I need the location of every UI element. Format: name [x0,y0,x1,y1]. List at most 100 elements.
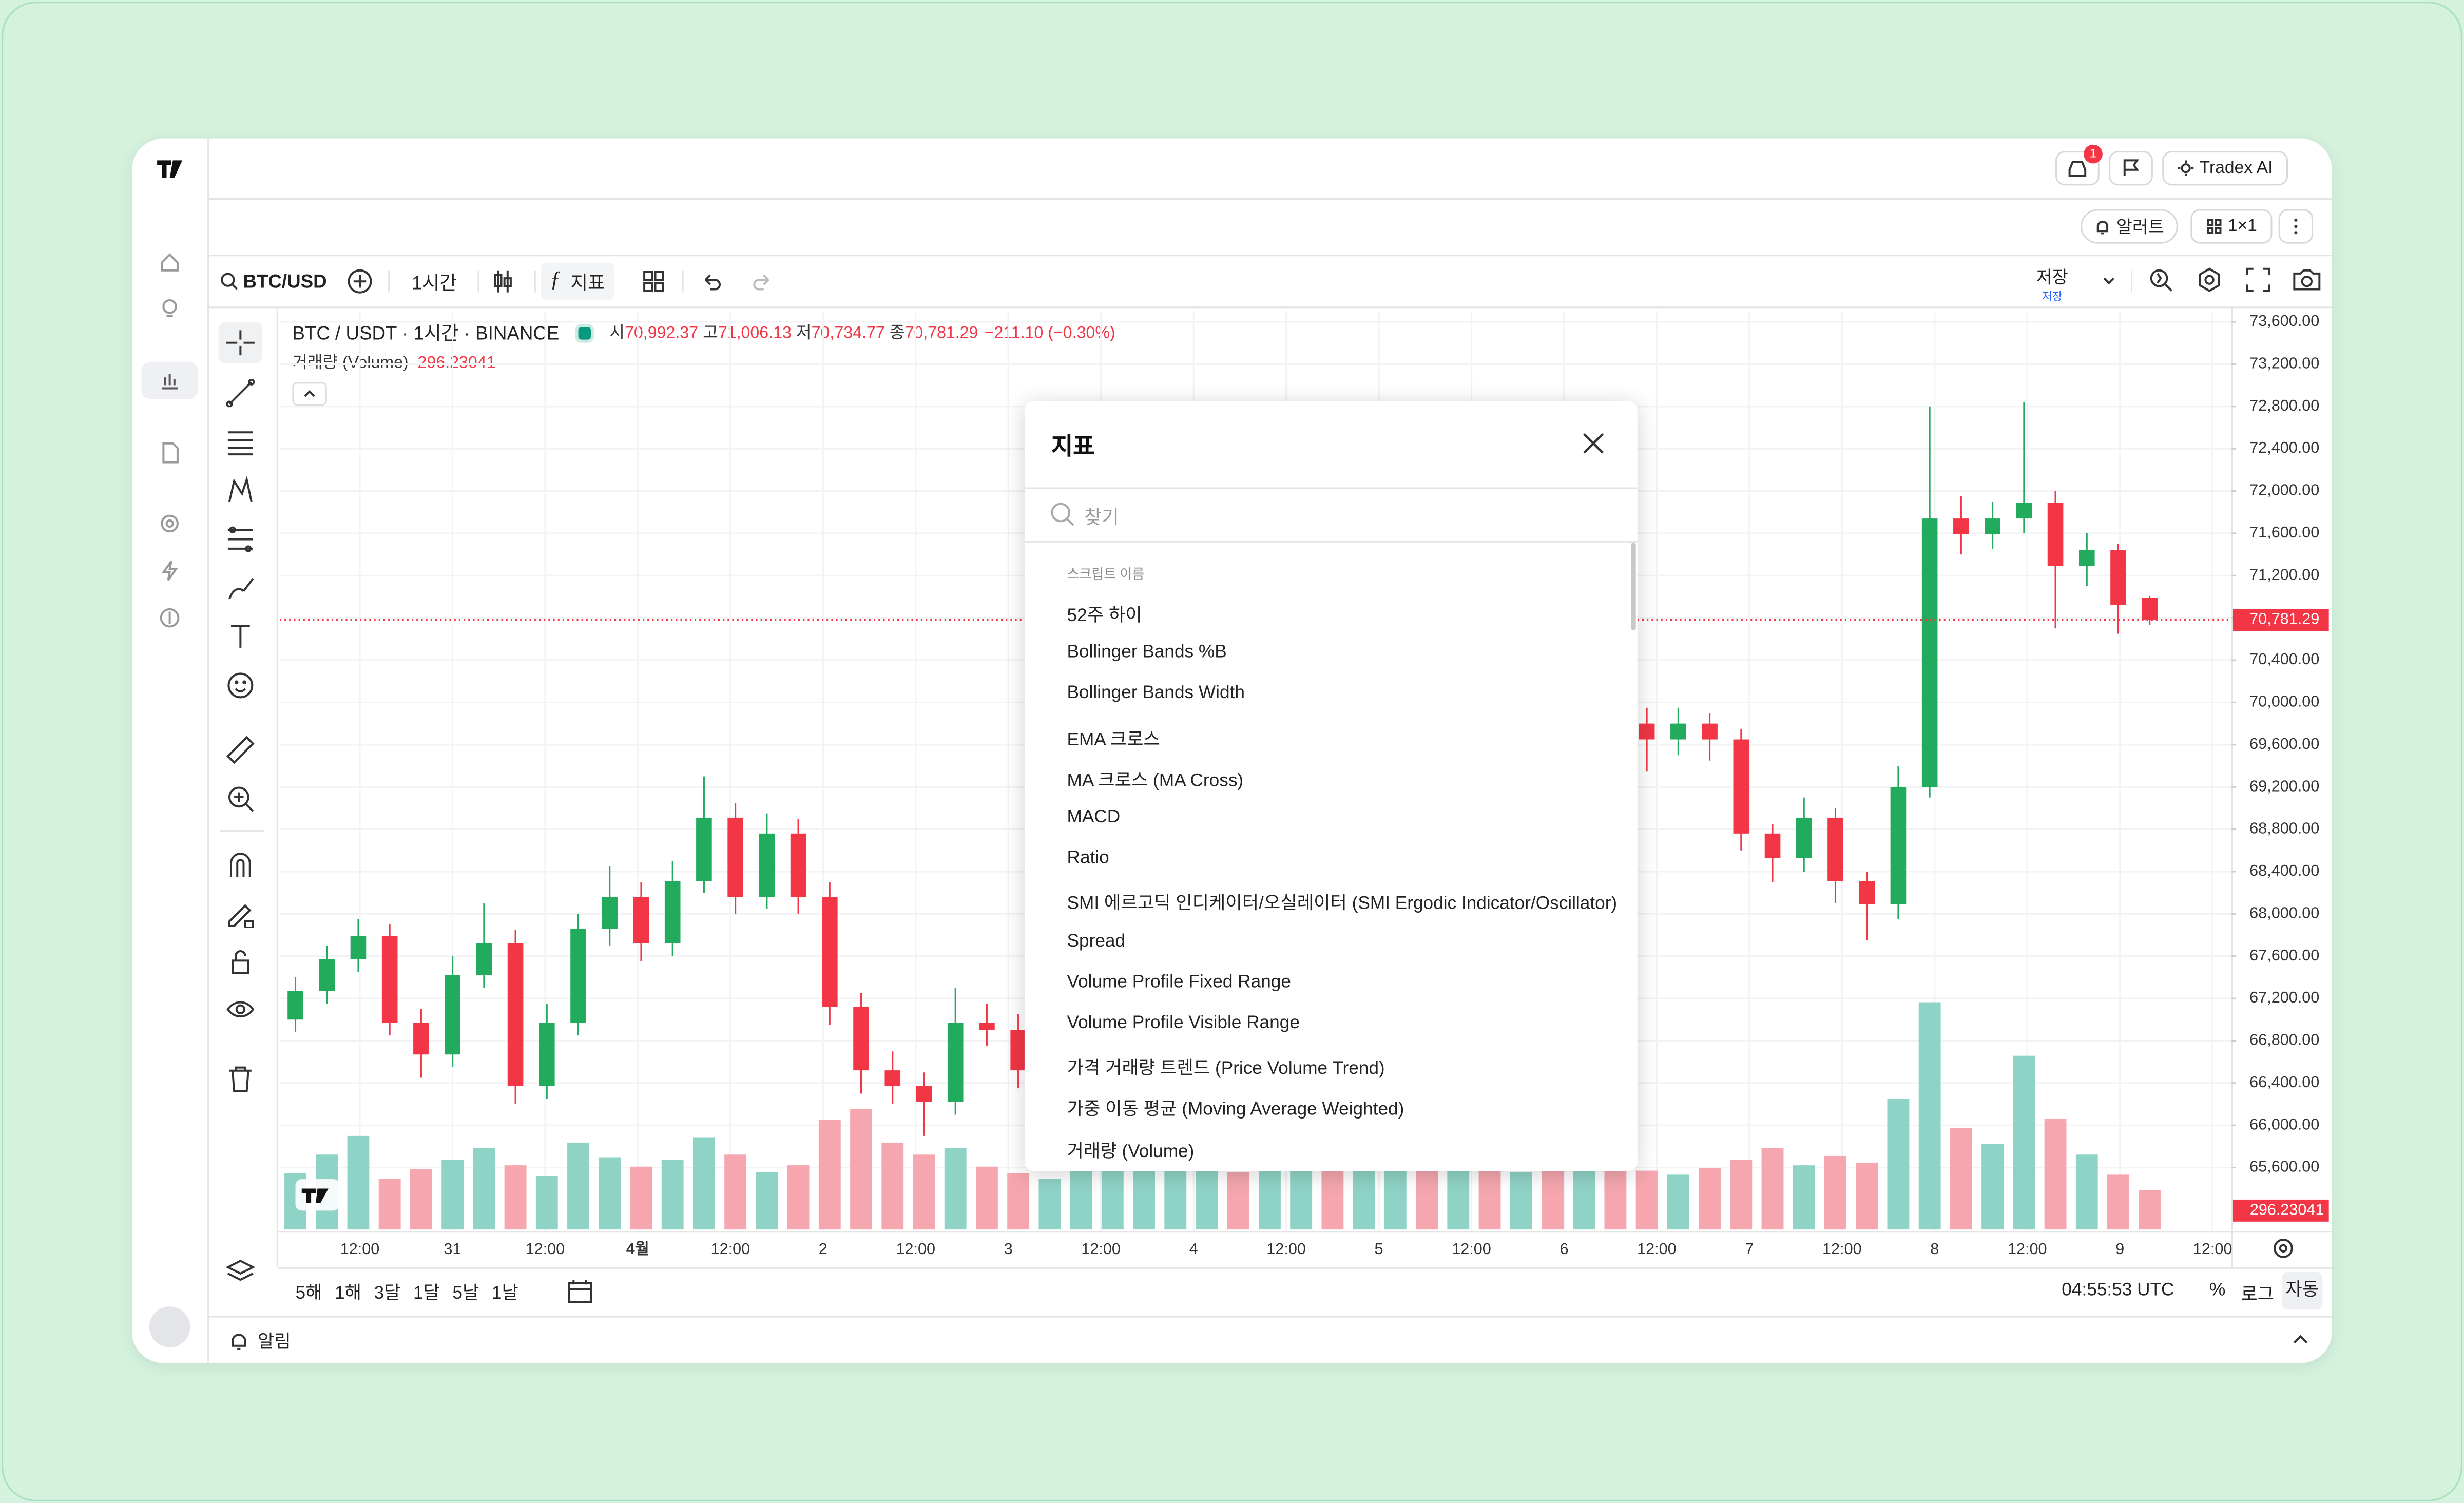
inbox-button[interactable] [2055,151,2100,186]
remove-tool[interactable] [226,1065,255,1093]
ohlc-value: 70,992.37 [625,323,699,343]
divider [276,308,278,1267]
zoom-tool[interactable] [226,784,255,813]
alerts-panel-tab[interactable]: 알림 [229,1328,291,1354]
ohlc-item: 종70,781.29 [890,321,978,344]
ohlc-label: 고 [703,323,718,343]
section-header: 스크립트 이름 [1067,566,1145,582]
clock: 04:55:53 UTC [2062,1281,2174,1300]
quick-search-button[interactable] [2148,267,2173,293]
ai-button[interactable]: Tradex AI [2162,151,2288,186]
forecast-tool[interactable] [226,525,255,553]
search-input[interactable]: 찾기 [1084,506,1119,529]
brush-tool[interactable] [226,574,255,602]
divider [682,270,684,293]
divider [278,1267,2332,1269]
range-button[interactable]: 1해 [334,1284,361,1304]
indicator-item[interactable]: 가중 이동 평균 (Moving Average Weighted) [1067,1101,1404,1120]
ohlc-value: 70,781.29 [904,323,978,343]
flag-button[interactable] [2109,151,2153,186]
chart-type-button[interactable] [490,269,515,294]
range-button[interactable]: 3달 [374,1284,401,1304]
layout-button-label: 1×1 [2227,217,2257,236]
save-status: 저장 [2042,292,2063,304]
ohlc-label: 시 [609,323,625,343]
indicator-item[interactable]: SMI 에르고딕 인디케이터/오실레이터 (SMI Ergodic Indica… [1067,895,1618,914]
indicator-item[interactable]: Bollinger Bands %B [1067,643,1227,663]
add-symbol-button[interactable] [348,269,373,294]
indicator-item[interactable]: Ratio [1067,849,1109,869]
indicator-item[interactable]: EMA 크로스 [1067,730,1160,749]
ruler-tool[interactable] [226,736,255,764]
stay-drawing-tool[interactable] [226,899,255,928]
ohlc-label: 저 [796,323,812,343]
auto-toggle[interactable]: 자동 [2281,1271,2323,1310]
more-button[interactable] [2278,209,2314,244]
chart-icon[interactable] [159,370,181,392]
symbol-search[interactable]: BTC/USD [220,262,327,300]
logo[interactable] [156,156,184,181]
indicator-item[interactable]: 52주 하이 [1067,607,1142,626]
interval-button[interactable]: 1시간 [412,271,457,294]
indicator-item[interactable]: Spread [1067,931,1126,951]
range-button[interactable]: 1달 [413,1284,440,1304]
target-icon[interactable] [159,512,181,534]
log-toggle[interactable]: 로그 [2241,1286,2275,1305]
indicator-item[interactable]: Bollinger Bands Width [1067,684,1245,704]
cursor-tool-active[interactable] [218,322,263,363]
settings-button[interactable] [2197,267,2222,293]
indicators-label: 지표 [570,271,605,294]
alert-button[interactable]: 알러트 [2081,209,2178,244]
close-button[interactable] [1583,432,1605,454]
pattern-tool[interactable] [226,476,255,505]
divider [207,198,2332,200]
fib-tool[interactable] [226,428,255,456]
save-menu-button[interactable] [2101,274,2117,290]
range-button[interactable]: 5해 [295,1284,322,1304]
price-axis-border [2231,308,2233,1267]
lock-tool[interactable] [226,948,255,976]
bolt-icon[interactable] [159,560,181,582]
divider [1024,541,1638,543]
coin-icon[interactable] [159,607,181,629]
percent-toggle[interactable]: % [2209,1281,2226,1300]
range-button[interactable]: 5날 [452,1284,479,1304]
hide-tool[interactable] [226,997,255,1025]
expand-panel-button[interactable] [2291,1330,2310,1349]
save-button[interactable]: 저장 저장 [2027,264,2077,305]
divider [207,255,2332,257]
undo-button[interactable] [701,271,723,293]
indicator-item[interactable]: 가격 거래량 트렌드 (Price Volume Trend) [1067,1059,1385,1079]
indicator-item[interactable]: MACD [1067,808,1121,827]
indicator-item[interactable]: 거래량 (Volume) [1067,1142,1195,1162]
text-tool[interactable] [226,623,255,651]
templates-button[interactable] [643,271,665,293]
save-label: 저장 [2036,268,2068,288]
indicator-item[interactable]: MA 크로스 (MA Cross) [1067,772,1244,791]
doc-icon[interactable] [159,442,181,464]
symbol-text: BTC/USD [243,270,327,293]
crosshair-tool[interactable] [226,330,255,356]
screenshot-button[interactable] [2293,267,2321,293]
range-button[interactable]: 1날 [491,1284,518,1304]
search-icon [1051,503,1074,526]
goto-date-button[interactable] [567,1278,592,1303]
emoji-tool[interactable] [226,671,255,700]
redo-button[interactable] [751,271,773,293]
market-status [575,323,594,342]
fullscreen-button[interactable] [2245,267,2270,293]
ohlc-value: 71,006.13 [718,323,792,343]
layout-button[interactable]: 1×1 [2190,209,2273,244]
trendline-tool[interactable] [226,379,255,408]
idea-icon[interactable] [159,297,181,319]
volume-value: 296.23041 [417,354,496,373]
indicator-item[interactable]: Volume Profile Visible Range [1067,1014,1300,1033]
collapse-legend-button[interactable] [292,382,327,406]
indicators-button[interactable]: ƒ 지표 [541,262,615,300]
indicator-item[interactable]: Volume Profile Fixed Range [1067,973,1291,992]
axis-settings-button[interactable] [2272,1237,2294,1259]
object-tree-button[interactable] [226,1258,255,1286]
avatar[interactable] [149,1306,190,1347]
magnet-tool[interactable] [226,851,255,879]
home-icon[interactable] [159,252,181,274]
